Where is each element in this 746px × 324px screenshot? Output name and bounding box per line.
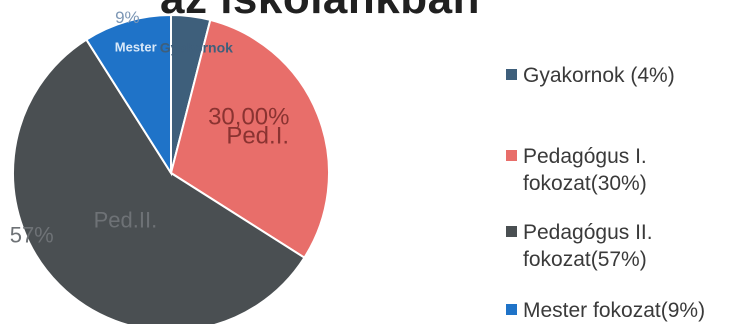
pie-label-name-3: Ped.II. bbox=[94, 208, 158, 233]
legend-label-mester: Mester fokozat(9%) bbox=[523, 299, 706, 322]
pie-slices bbox=[12, 13, 330, 324]
chart-title: az iskolánkban bbox=[160, 0, 500, 24]
legend-label-pedagogus-2: Pedagógus II. fokozat(57%) bbox=[523, 221, 653, 271]
pie-label-value-4: 9% bbox=[115, 8, 140, 27]
legend-label-gyakornok: Gyakornok (4%) bbox=[523, 64, 675, 87]
pie-label-value-2: 30,00% bbox=[208, 104, 289, 131]
legend-item-mester: Mester fokozat(9%) bbox=[506, 297, 705, 324]
pie-label-name-4: Mester bbox=[115, 40, 157, 55]
pie-label-name-1: Gyakornok bbox=[160, 39, 233, 55]
pie-chart: Gyakornok Ped.I.30,00% Ped.II. 57% Mester 9% bbox=[10, 8, 330, 324]
legend-swatch-pedagogus-1 bbox=[506, 150, 517, 161]
pie-slice-3 bbox=[12, 38, 306, 324]
legend-item-gyakornok: Gyakornok (4%) bbox=[506, 62, 675, 89]
legend-label-pedagogus-1: Pedagógus I. fokozat(30%) bbox=[523, 145, 647, 195]
pie-label-value-3: 57% bbox=[10, 222, 54, 247]
legend-swatch-gyakornok bbox=[506, 69, 517, 80]
pie-data-labels: Gyakornok Ped.I.30,00% Ped.II. 57% Mester 9% bbox=[10, 8, 290, 247]
legend-item-pedagogus-1: Pedagógus I. fokozat(30%) bbox=[506, 143, 647, 197]
pie-slice-2 bbox=[169, 18, 330, 260]
legend-swatch-mester bbox=[506, 304, 517, 315]
pie-label-name-2: Ped.I. bbox=[226, 122, 289, 149]
legend: Gyakornok (4%) Pedagógus I. fokozat(30%)… bbox=[506, 0, 746, 324]
legend-swatch-pedagogus-2 bbox=[506, 226, 517, 237]
legend-item-pedagogus-2: Pedagógus II. fokozat(57%) bbox=[506, 219, 653, 273]
pie-slice-4 bbox=[84, 13, 172, 177]
